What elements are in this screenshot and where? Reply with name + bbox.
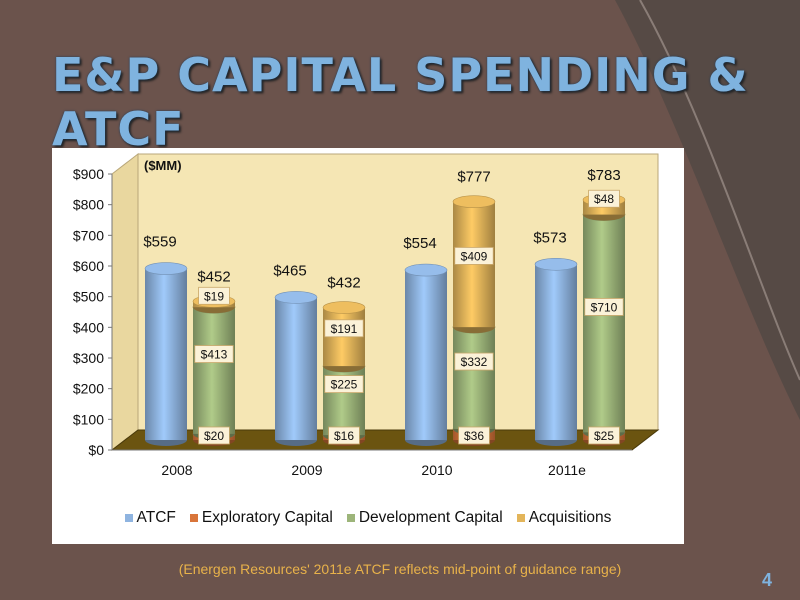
atcf-bar-top [274,291,318,304]
x-category-label: 2009 [291,462,322,478]
legend-label: Acquisitions [528,509,612,526]
chart-side-wall [111,152,139,452]
chart-plot: $0 $100 $200 $300 $400 $500 $600 $700 $800 $900 ($… [73,152,660,478]
atcf-value-label: $554 [403,235,436,252]
atcf-bar-body [275,297,317,440]
y-tick-label: $600 [73,258,104,274]
atcf-bar-body [405,270,447,440]
total-value-label: $432 [327,275,360,292]
exploratory-value-label: $36 [464,429,484,443]
acquisitions-value-label: $409 [461,249,488,263]
y-tick-label: $700 [73,227,104,243]
y-tick-label: $200 [73,381,104,397]
acquisitions-value-label: $19 [204,289,224,303]
development-value-label: $710 [591,300,618,314]
atcf-value-label: $465 [273,262,306,279]
exploratory-value-label: $16 [334,429,354,443]
legend-swatch [516,514,525,522]
acquisitions-value-label-box [324,319,364,338]
legend-swatch [346,514,355,522]
total-value-label: $783 [587,167,620,184]
y-tick-label: $500 [73,289,104,305]
development-value-label-box [324,375,364,393]
development-value-label-box [584,298,624,316]
page-number: 4 [761,570,772,590]
y-tick-label: $800 [73,197,104,213]
acquisitions-value-label: $48 [594,192,614,206]
chart-panel: $0 $100 $200 $300 $400 $500 $600 $700 $800 $900 ($… [52,148,684,544]
x-category-label: 2008 [161,462,192,478]
slide-title: E&P CAPITAL SPENDING & ATCF [52,48,749,156]
acquisitions-segment-top [322,301,366,314]
atcf-bar-top [144,262,188,275]
development-value-label-box [194,345,234,363]
y-tick-label: $0 [88,442,104,458]
development-capital-segment-body [453,327,495,429]
y-tick-label: $400 [73,319,104,335]
development-value-label: $225 [331,378,358,392]
legend-item-development: Development Capital [346,509,503,527]
total-value-label: $777 [457,169,490,186]
legend-item-exploratory: Exploratory Capital [189,509,333,527]
exploratory-value-label-box [588,426,620,445]
legend-label: Development Capital [358,509,503,526]
atcf-value-label: $559 [143,234,176,251]
acquisitions-value-label: $191 [331,322,358,336]
y-tick-label: $300 [73,350,104,366]
development-capital-segment-body [193,307,235,434]
atcf-value-label: $573 [533,229,566,246]
x-category-label: 2010 [421,462,452,478]
exploratory-value-label-box [328,426,360,445]
total-value-label: $452 [197,268,230,285]
development-value-label: $332 [461,355,488,369]
y-tick-label: $100 [73,411,104,427]
atcf-bar-body [145,268,187,440]
exploratory-value-label-box [458,426,490,445]
footnote: (Energen Resources' 2011e ATCF reflects … [178,561,622,577]
acquisitions-value-label-box [454,247,494,265]
acquisitions-value-label-box [588,189,620,208]
development-capital-segment [582,208,626,439]
exploratory-value-label: $20 [204,429,224,443]
atcf-bar-top [404,263,448,277]
legend-swatch [189,514,198,522]
legend-item-acquisitions: Acquisitions [516,509,612,527]
legend-label: Exploratory Capital [201,509,333,526]
development-capital-segment [452,320,496,435]
atcf-bar [144,262,188,446]
development-value-label: $413 [201,348,228,362]
chart-unit-label: ($MM) [144,158,182,173]
chart-legend: ATCF Exploratory Capital Development Cap… [52,506,684,530]
atcf-bar-top [534,257,578,271]
atcf-bar [274,291,318,446]
exploratory-value-label: $25 [594,429,614,443]
x-category-label: 2011e [548,462,586,478]
development-value-label-box [454,352,494,371]
development-capital-segment [192,300,236,440]
atcf-bar-body [535,264,577,440]
y-tick-label: $900 [73,166,104,182]
development-capital-segment-body [583,214,625,433]
legend-label: ATCF [136,509,176,526]
legend-swatch [124,514,133,522]
acquisitions-value-label-box [198,286,230,305]
atcf-bar [404,263,448,446]
acquisitions-segment-top [452,195,496,209]
exploratory-value-label-box [198,426,230,445]
atcf-bar [534,257,578,446]
legend-item-atcf: ATCF [124,509,176,527]
